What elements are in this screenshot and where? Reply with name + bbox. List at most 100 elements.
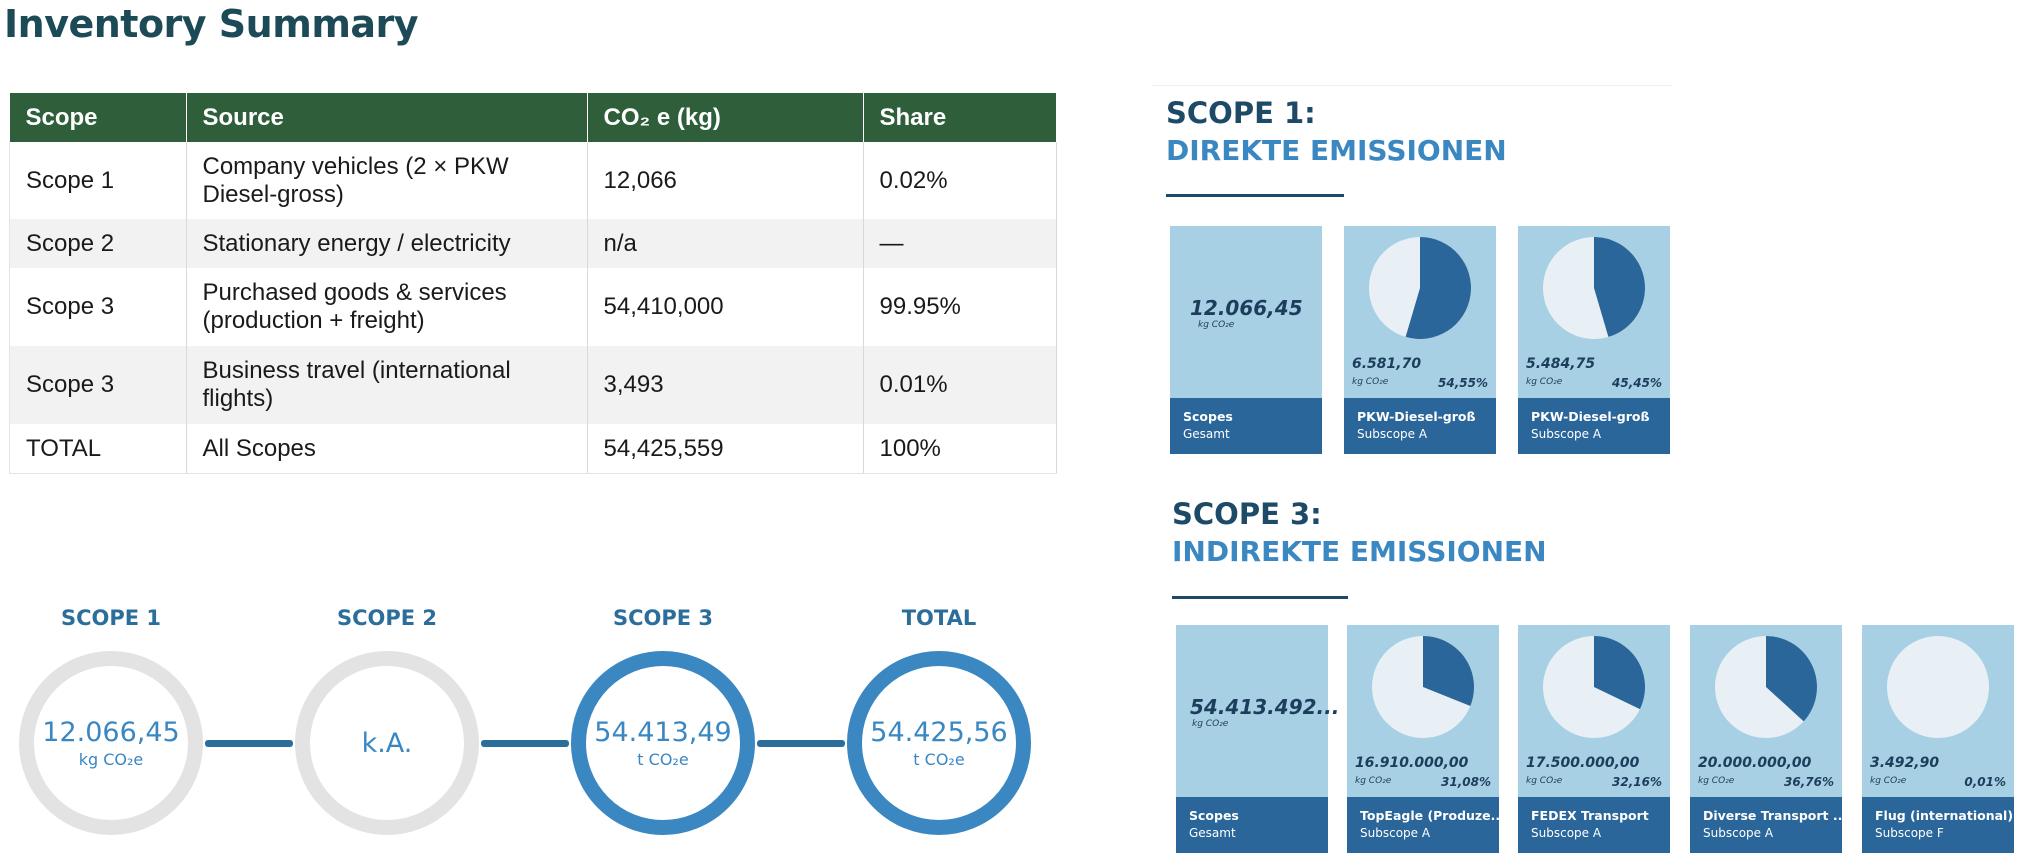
table-cell-co2: 12,066 <box>587 142 864 219</box>
table-cell-source: Business travel (international flights) <box>186 346 588 424</box>
pie-background <box>1887 636 1989 738</box>
scope1-subheading: DIREKTE EMISSIONEN <box>1166 134 1507 167</box>
share-pie-chart <box>1369 237 1471 339</box>
column-header-share: Share <box>863 93 1057 142</box>
pie-slice <box>1594 636 1645 710</box>
inventory-table: Scope Source CO₂ e (kg) Share Scope 1 Co… <box>9 93 1057 474</box>
card-value: 5.484,75 <box>1526 356 1596 372</box>
table-header-row: Scope Source CO₂ e (kg) Share <box>9 93 1057 142</box>
scope1-card: 6.581,70 kg CO₂e 54,55% PKW-Diesel-groß … <box>1344 226 1496 454</box>
scope3-ring: 54.413,49 t CO₂e <box>571 651 755 835</box>
card-sub: Subscope A <box>1360 826 1431 840</box>
card-sub: Subscope A <box>1357 427 1428 441</box>
card-unit: kg CO₂e <box>1355 776 1392 786</box>
card-unit: kg CO₂e <box>1352 377 1389 387</box>
card-total-value: 54.413.492... <box>1190 695 1340 719</box>
card-value: 20.000.000,00 <box>1698 755 1812 771</box>
card-value: 3.492,90 <box>1870 755 1940 771</box>
card-name: Scopes <box>1183 409 1233 424</box>
pie-slice <box>1405 237 1471 339</box>
card-total-unit: kg CO₂e <box>1192 719 1229 729</box>
card-footer: FEDEX Transport Subscope A <box>1518 797 1670 853</box>
table-cell-co2: n/a <box>587 219 864 268</box>
share-pie-chart <box>1543 636 1645 738</box>
table-cell-share: 100% <box>863 424 1057 474</box>
scope3-card: 20.000.000,00 kg CO₂e 36,76% Diverse Tra… <box>1690 625 1842 853</box>
ring-connector <box>205 740 293 747</box>
table-cell-share: — <box>863 219 1057 268</box>
scope3-card: 17.500.000,00 kg CO₂e 32,16% FEDEX Trans… <box>1518 625 1670 853</box>
ring-value: 54.413,49 <box>594 717 732 748</box>
table-cell-source: All Scopes <box>186 424 588 474</box>
card-percent: 54,55% <box>1438 376 1488 390</box>
ring-connector <box>757 740 845 747</box>
ring-unit: t CO₂e <box>637 750 689 769</box>
table-row-total: TOTAL All Scopes 54,425,559 100% <box>9 424 1057 474</box>
card-footer: Scopes Gesamt <box>1176 797 1328 853</box>
card-footer: PKW-Diesel-groß Subscope A <box>1518 398 1670 454</box>
table-row: Scope 2 Stationary energy / electricity … <box>9 219 1057 268</box>
table-row: Scope 1 Company vehicles (2 × PKW Diesel… <box>9 142 1057 219</box>
card-name: PKW-Diesel-groß <box>1531 409 1650 424</box>
scope3-heading: SCOPE 3: <box>1172 497 1322 531</box>
table-cell-share: 0.01% <box>863 346 1057 424</box>
card-unit: kg CO₂e <box>1698 776 1735 786</box>
ring-value: k.A. <box>361 727 413 759</box>
table-row: Scope 3 Purchased goods & services (prod… <box>9 268 1057 346</box>
card-value: 17.500.000,00 <box>1526 755 1640 771</box>
scope3-subheading: INDIREKTE EMISSIONEN <box>1172 535 1547 568</box>
table-cell-co2: 54,425,559 <box>587 424 864 474</box>
card-sub: Gesamt <box>1189 826 1236 840</box>
scope3-card: 3.492,90 kg CO₂e 0,01% Flug (internation… <box>1862 625 2014 853</box>
table-cell-source: Stationary energy / electricity <box>186 219 588 268</box>
pie-slice <box>1594 237 1645 337</box>
card-sub: Subscope A <box>1531 826 1602 840</box>
table-cell-source: Purchased goods & services (production +… <box>186 268 588 346</box>
card-footer: Diverse Transport ... Subscope A <box>1690 797 1842 853</box>
card-value: 6.581,70 <box>1352 356 1422 372</box>
table-cell-scope: Scope 2 <box>9 219 187 268</box>
card-value: 16.910.000,00 <box>1355 755 1469 771</box>
card-sub: Gesamt <box>1183 427 1230 441</box>
scope1-heading: SCOPE 1: <box>1166 96 1316 130</box>
scope1-total-card: 12.066,45 kg CO₂e Scopes Gesamt <box>1170 226 1322 454</box>
scope3-underline <box>1172 596 1348 599</box>
card-total-value: 12.066,45 <box>1190 296 1303 320</box>
card-footer: TopEagle (Produze... Subscope A <box>1347 797 1499 853</box>
page-title: Inventory Summary <box>4 2 419 46</box>
ring-connector <box>481 740 569 747</box>
ring-label-scope1: SCOPE 1 <box>60 606 162 630</box>
share-pie-chart <box>1715 636 1817 738</box>
card-name: TopEagle (Produze... <box>1360 808 1499 823</box>
share-pie-chart <box>1372 636 1474 738</box>
card-sub: Subscope A <box>1703 826 1774 840</box>
column-header-co2: CO₂ e (kg) <box>587 93 864 142</box>
table-cell-co2: 54,410,000 <box>587 268 864 346</box>
card-name: Flug (international) <box>1875 808 2014 823</box>
share-pie-chart <box>1887 636 1989 738</box>
table-cell-scope: Scope 1 <box>9 142 187 219</box>
table-cell-share: 99.95% <box>863 268 1057 346</box>
card-percent: 32,16% <box>1612 775 1662 789</box>
card-sub: Subscope F <box>1875 826 1944 840</box>
card-percent: 45,45% <box>1612 376 1662 390</box>
table-cell-share: 0.02% <box>863 142 1057 219</box>
card-unit: kg CO₂e <box>1526 776 1563 786</box>
share-pie-chart <box>1543 237 1645 339</box>
ring-value: 12.066,45 <box>42 717 180 748</box>
card-percent: 31,08% <box>1441 775 1491 789</box>
card-name: PKW-Diesel-groß <box>1357 409 1476 424</box>
ring-value: 54.425,56 <box>870 717 1008 748</box>
ring-label-total: TOTAL <box>901 606 977 630</box>
card-footer: Scopes Gesamt <box>1170 398 1322 454</box>
scope2-ring: k.A. <box>295 651 479 835</box>
card-footer: Flug (international) Subscope F <box>1862 797 2014 853</box>
scope3-card: 16.910.000,00 kg CO₂e 31,08% TopEagle (P… <box>1347 625 1499 853</box>
card-percent: 36,76% <box>1784 775 1834 789</box>
card-name: Scopes <box>1189 808 1239 823</box>
column-header-source: Source <box>186 93 588 142</box>
scope1-ring: 12.066,45 kg CO₂e <box>19 651 203 835</box>
total-ring: 54.425,56 t CO₂e <box>847 651 1031 835</box>
section-divider <box>1152 85 1672 86</box>
table-cell-source: Company vehicles (2 × PKW Diesel-gross) <box>186 142 588 219</box>
